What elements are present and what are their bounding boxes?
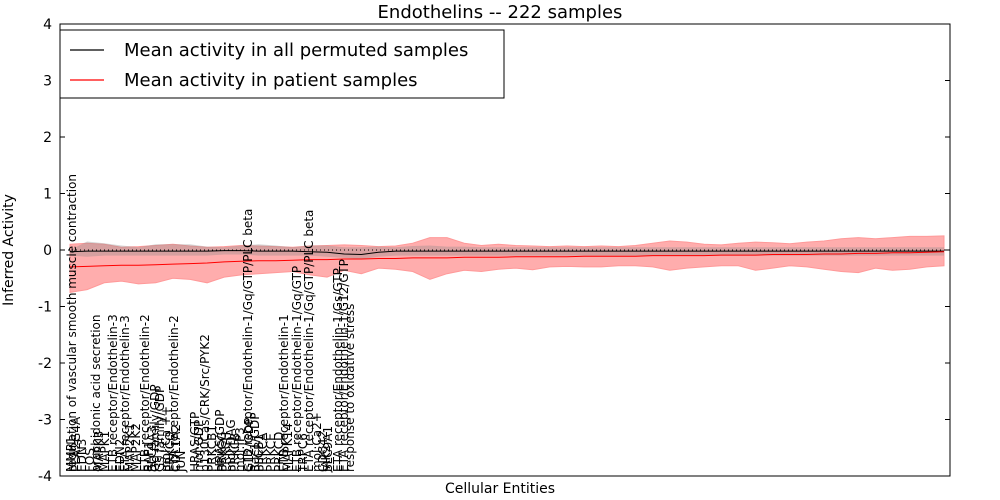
patient-band: [69, 235, 945, 293]
entity-label: PLA2G4A: [69, 416, 83, 472]
entity-label: response to oxidative stress: [343, 304, 357, 472]
entity-label: mol:Ca2+: [310, 412, 324, 472]
y-tick-label: -2: [38, 356, 52, 372]
entity-label: ETB receptor/Endothelin-3: [106, 314, 120, 472]
entity-label: HRAS/GTP: [188, 412, 202, 472]
entity-label: PRKCD: [272, 432, 286, 472]
entity-label: MAP2K1: [123, 423, 137, 472]
entity-label: PRKCB1: [205, 425, 219, 472]
y-tick-label: -1: [38, 300, 52, 316]
legend-entry: Mean activity in patient samples: [124, 70, 418, 91]
entity-label: PRKCQ: [163, 431, 177, 472]
entity-label: COL1A2: [169, 424, 183, 472]
entity-label: ETA receptor/Endothelin-2: [167, 315, 181, 472]
y-tick-label: 2: [43, 130, 52, 146]
entity-label: ETA receptor/Endothelin-3: [118, 315, 132, 472]
entity-label: ETB receptor/Endothelin-1: [277, 314, 291, 472]
entity-label: MAP2K2: [129, 423, 143, 472]
entity-label: JAK2: [319, 445, 333, 473]
permuted-mean-line: [69, 250, 944, 256]
entity-label: ETA receptor/Endothelin-1/Gs/GTP: [331, 268, 345, 472]
entity-label: HRAS/GDP: [213, 409, 227, 472]
legend: Mean activity in all permuted samples Mea…: [59, 29, 505, 99]
legend-box: [59, 29, 505, 99]
entity-label: EDN3: [75, 439, 89, 472]
entity-label: PRKCG: [215, 432, 229, 472]
entity-label: MAPK1: [98, 431, 112, 472]
entity-label: RAF1: [142, 441, 156, 472]
entity-label: PLCB1: [252, 434, 266, 472]
entity-label: SLC9A1: [321, 426, 335, 472]
entity-label: ETB receptor/Endothelin-2: [138, 314, 152, 472]
entity-label: MAPK14: [281, 423, 295, 472]
entity-label: ETB receptor/Endothelin-1/Gq/GTP/PLC bet…: [241, 209, 255, 472]
y-tick-label: 3: [43, 74, 52, 90]
entity-label: arachidonic acid secretion: [89, 315, 103, 472]
chart-title: Endothelins -- 222 samples: [378, 2, 623, 23]
entity-label: Gq family/GDP: [148, 384, 162, 472]
y-tick-label: 0: [43, 243, 52, 259]
entity-label: MMP1: [64, 436, 78, 472]
y-tick-label: 1: [43, 187, 52, 203]
entity-label: Rac1/GDP: [248, 413, 262, 472]
entity-label: regulation of vascular smooth muscle con…: [65, 174, 79, 472]
entity-label: MAPK3: [92, 431, 106, 472]
patient-mean-line: [69, 251, 945, 268]
x-axis-label: Cellular Entities: [445, 481, 555, 497]
legend-entry: Mean activity in all permuted samples: [124, 40, 468, 61]
entity-label: CDC42: [316, 431, 330, 472]
y-tick-label: -3: [38, 413, 52, 429]
entity-label: mol:Ca ++: [159, 406, 173, 472]
entity-label: mol:IP3: [233, 427, 247, 472]
y-tick-label: -4: [38, 469, 52, 485]
entity-label: JUN: [174, 451, 188, 473]
entity-label: mol:GDP: [192, 420, 206, 472]
entity-label: PRKCA: [256, 432, 270, 472]
entity-label: PRKCE: [264, 433, 278, 472]
entity-label: ETA receptor/Endothelin-1/G12/GTP: [337, 259, 351, 472]
entity-label: PRKCB: [228, 433, 242, 472]
entity-label: EDN2: [113, 439, 127, 472]
y-axis-label: Inferred Activity: [1, 194, 17, 306]
entity-label: SLC9A3: [145, 426, 159, 472]
entity-label: mol:DAG: [224, 419, 238, 472]
entity-label: Gs family/GDP: [153, 386, 167, 472]
entity-label: ETB receptor/Endothelin-1/Gq/GTP: [290, 266, 304, 472]
entity-label: PRKCH: [219, 432, 233, 472]
entity-label: p130Cas/CRK/Src/PYK2: [198, 334, 212, 472]
entity-label: FOS: [83, 448, 97, 472]
y-tick-label: 4: [43, 17, 52, 33]
entity-label: G12/GDP: [242, 418, 256, 472]
entity-label: TRPC6: [296, 433, 310, 473]
entity-label: ETA receptor/Endothelin-1/Gq/GTP/PLC bet…: [302, 210, 316, 472]
